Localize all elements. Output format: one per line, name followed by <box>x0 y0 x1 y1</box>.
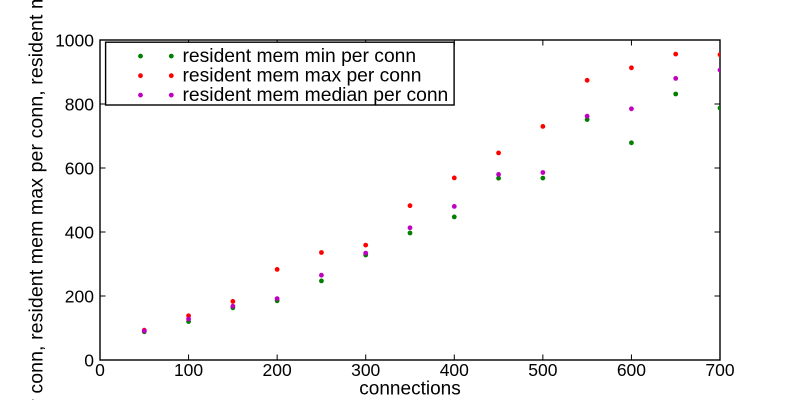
svg-text:400: 400 <box>440 360 469 380</box>
svg-text:800: 800 <box>65 95 94 115</box>
svg-text:resident mem median per conn: resident mem median per conn <box>183 85 449 106</box>
svg-text:700: 700 <box>705 360 734 380</box>
svg-text:600: 600 <box>65 159 94 179</box>
svg-text:300: 300 <box>351 360 380 380</box>
svg-text:connections: connections <box>359 379 460 400</box>
svg-text:500: 500 <box>528 360 557 380</box>
svg-text:100: 100 <box>174 360 203 380</box>
svg-text:resident mem min per conn: resident mem min per conn <box>183 46 417 67</box>
svg-text:1000: 1000 <box>55 31 94 51</box>
svg-text:0: 0 <box>84 351 94 371</box>
svg-text:200: 200 <box>65 287 94 307</box>
svg-text:200: 200 <box>263 360 292 380</box>
svg-text:resident mem max per conn: resident mem max per conn <box>183 66 422 87</box>
svg-text:600: 600 <box>617 360 646 380</box>
svg-text:0: 0 <box>95 360 105 380</box>
svg-text:400: 400 <box>65 223 94 243</box>
svg-text:resident mem min per conn, res: resident mem min per conn, resident mem … <box>26 0 48 400</box>
